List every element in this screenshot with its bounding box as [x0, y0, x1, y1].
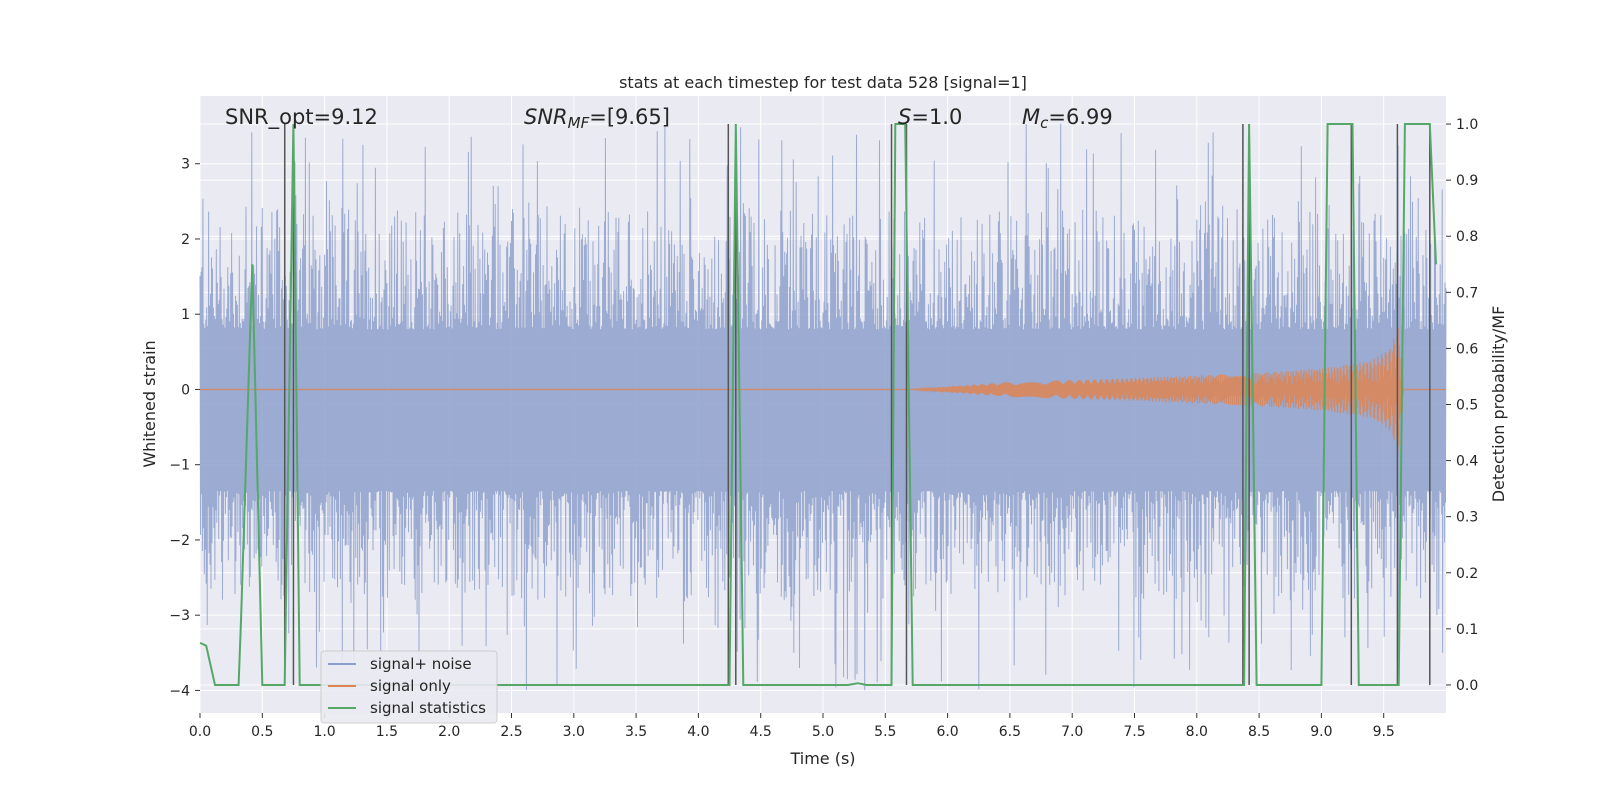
x-tick-label: 2.5: [500, 724, 522, 740]
y-right-tick-label: 0.4: [1456, 454, 1478, 470]
x-tick-label: 4.5: [750, 724, 772, 740]
legend-label-signal: signal only: [370, 677, 451, 695]
legend: signal+ noise signal only signal statist…: [320, 650, 498, 724]
mc-value: =6.99: [1048, 105, 1112, 129]
x-tick-label: 5.0: [812, 724, 834, 740]
x-tick-label: 1.5: [376, 724, 398, 740]
y-left-tick-label: −2: [169, 533, 190, 549]
y-right-tick-label: 1.0: [1456, 117, 1478, 133]
x-tick-label: 5.5: [874, 724, 896, 740]
signal-noise-series: [199, 123, 1447, 691]
y-right-tick-label: 0.1: [1456, 622, 1478, 638]
x-ticks: 0.0 0.5 1.0 1.5 2.0 2.5 3.0 3.5 4.0 4.5 5.0 5.5 6.0 6…: [189, 713, 1395, 740]
legend-box: [320, 650, 498, 724]
x-tick-label: 6.0: [936, 724, 958, 740]
y-left-tick-label: −4: [169, 683, 190, 699]
s-value: =1.0: [911, 105, 962, 129]
x-tick-label: 6.5: [999, 724, 1021, 740]
y-left-tick-label: 3: [181, 157, 190, 173]
y-left-tick-label: 1: [181, 307, 190, 323]
y-axis-label-right: Detection probability/MF: [1489, 306, 1508, 503]
y-right-ticks: 1.0 0.9 0.8 0.7 0.6 0.5 0.4 0.3 0.2 0.1 0.0: [1446, 117, 1478, 694]
y-left-tick-label: 2: [181, 232, 190, 248]
snr-opt-annotation: SNR_opt=9.12: [225, 105, 378, 130]
x-tick-label: 3.0: [563, 724, 585, 740]
s-annotation: S=1.0: [898, 105, 962, 129]
mc-annotation: Mc=6.99: [1022, 105, 1113, 132]
mc-label: M: [1022, 105, 1040, 129]
y-right-tick-label: 0.2: [1456, 566, 1478, 582]
y-right-tick-label: 0.8: [1456, 229, 1478, 245]
y-axis-label-left: Whitened strain: [140, 340, 159, 467]
snr-mf-label: SNR: [524, 105, 568, 129]
snr-mf-annotation: SNRMF=[9.65]: [524, 105, 670, 132]
y-left-tick-label: −1: [169, 458, 190, 474]
signal-only-series: [200, 327, 1446, 452]
signal-statistics-line: [199, 123, 1437, 686]
legend-label-noise: signal+ noise: [370, 655, 472, 673]
y-left-ticks: 3 2 1 0 −1 −2 −3 −4: [169, 157, 200, 699]
x-tick-label: 7.5: [1123, 724, 1145, 740]
y-right-tick-label: 0.5: [1456, 398, 1478, 414]
signal-only-line: [200, 327, 1446, 452]
x-tick-label: 1.0: [313, 724, 335, 740]
chart-title: stats at each timestep for test data 528…: [619, 73, 1027, 92]
y-left-tick-label: −3: [169, 608, 190, 624]
y-right-tick-label: 0.7: [1456, 285, 1478, 301]
snr-mf-value: =[9.65]: [589, 105, 670, 129]
y-right-tick-label: 0.9: [1456, 173, 1478, 189]
x-tick-label: 7.0: [1061, 724, 1083, 740]
y-right-tick-label: 0.0: [1456, 678, 1478, 694]
s-label: S: [898, 105, 911, 129]
signal-noise-line: [199, 123, 1447, 691]
mc-sub: c: [1040, 114, 1049, 132]
y-right-tick-label: 0.3: [1456, 510, 1478, 526]
mf-lines: [283, 124, 1431, 685]
legend-label-stats: signal statistics: [370, 699, 486, 717]
x-tick-label: 9.0: [1310, 724, 1332, 740]
x-tick-label: 9.5: [1373, 724, 1395, 740]
snr-mf-sub: MF: [568, 114, 590, 132]
x-tick-label: 0.0: [189, 724, 211, 740]
x-tick-label: 2.0: [438, 724, 460, 740]
x-tick-label: 3.5: [625, 724, 647, 740]
x-tick-label: 8.5: [1248, 724, 1270, 740]
y-right-tick-label: 0.6: [1456, 341, 1478, 357]
signal-statistics-series: [199, 123, 1437, 686]
x-tick-label: 8.0: [1186, 724, 1208, 740]
x-tick-label: 4.0: [687, 724, 709, 740]
y-left-tick-label: 0: [181, 382, 190, 398]
x-axis-label: Time (s): [789, 749, 855, 768]
x-tick-label: 0.5: [251, 724, 273, 740]
